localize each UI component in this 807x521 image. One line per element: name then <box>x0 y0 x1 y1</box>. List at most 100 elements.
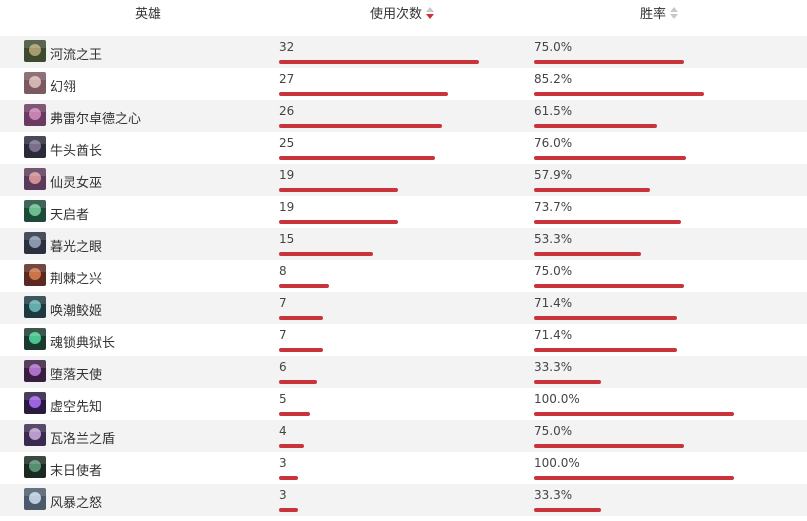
winrate-value: 76.0% <box>534 136 573 150</box>
winrate-value: 57.9% <box>534 168 573 182</box>
table-body: 河流之王 32 75.0% 幻翎 27 85.2% 弗雷尔卓德之心 26 61.5% 牛头酋长 25… <box>0 36 807 516</box>
winrate-value: 33.3% <box>534 360 573 374</box>
header-winrate-label: 胜率 <box>640 7 667 22</box>
table-row[interactable]: 幻翎 27 85.2% <box>0 68 807 100</box>
hero-avatar-icon[interactable] <box>24 456 46 478</box>
hero-name[interactable]: 弗雷尔卓德之心 <box>50 112 142 127</box>
uses-value: 7 <box>279 296 287 310</box>
table-row[interactable]: 魂锁典狱长 7 71.4% <box>0 324 807 356</box>
hero-avatar-icon[interactable] <box>24 392 46 414</box>
winrate-bar <box>534 412 734 416</box>
hero-avatar-icon[interactable] <box>24 72 46 94</box>
winrate-bar <box>534 508 601 512</box>
table-row[interactable]: 暮光之眼 15 53.3% <box>0 228 807 260</box>
winrate-bar <box>534 156 686 160</box>
hero-name[interactable]: 幻翎 <box>50 80 77 95</box>
winrate-value: 71.4% <box>534 296 573 310</box>
hero-name[interactable]: 末日使者 <box>50 464 103 479</box>
sort-icon[interactable] <box>670 6 679 19</box>
row-content: 天启者 19 73.7% <box>18 196 789 228</box>
hero-name[interactable]: 风暴之怒 <box>50 496 103 511</box>
winrate-bar <box>534 476 734 480</box>
uses-value: 15 <box>279 232 295 246</box>
header-uses[interactable]: 使用次数 <box>370 3 435 22</box>
hero-name[interactable]: 暮光之眼 <box>50 240 103 255</box>
table-row[interactable]: 牛头酋长 25 76.0% <box>0 132 807 164</box>
table-row[interactable]: 弗雷尔卓德之心 26 61.5% <box>0 100 807 132</box>
row-content: 风暴之怒 3 33.3% <box>18 484 789 516</box>
table-row[interactable]: 堕落天使 6 33.3% <box>0 356 807 388</box>
row-content: 幻翎 27 85.2% <box>18 68 789 100</box>
winrate-value: 85.2% <box>534 72 573 86</box>
hero-avatar-icon[interactable] <box>24 424 46 446</box>
winrate-value: 33.3% <box>534 488 573 502</box>
winrate-bar <box>534 444 684 448</box>
winrate-bar <box>534 188 650 192</box>
row-content: 河流之王 32 75.0% <box>18 36 789 68</box>
uses-value: 3 <box>279 456 287 470</box>
hero-avatar-icon[interactable] <box>24 328 46 350</box>
hero-name[interactable]: 河流之王 <box>50 48 103 63</box>
winrate-bar <box>534 220 682 224</box>
row-content: 弗雷尔卓德之心 26 61.5% <box>18 100 789 132</box>
hero-avatar-icon[interactable] <box>24 200 46 222</box>
row-content: 牛头酋长 25 76.0% <box>18 132 789 164</box>
hero-name[interactable]: 荆棘之兴 <box>50 272 103 287</box>
uses-bar <box>279 412 311 416</box>
uses-bar <box>279 380 317 384</box>
hero-avatar-icon[interactable] <box>24 104 46 126</box>
uses-value: 3 <box>279 488 287 502</box>
winrate-bar <box>534 92 705 96</box>
hero-avatar-icon[interactable] <box>24 40 46 62</box>
winrate-value: 75.0% <box>534 40 573 54</box>
uses-value: 27 <box>279 72 295 86</box>
row-content: 瓦洛兰之盾 4 75.0% <box>18 420 789 452</box>
winrate-bar <box>534 124 657 128</box>
uses-bar <box>279 444 304 448</box>
hero-name[interactable]: 堕落天使 <box>50 368 103 383</box>
hero-name[interactable]: 瓦洛兰之盾 <box>50 432 116 447</box>
table-row[interactable]: 荆棘之兴 8 75.0% <box>0 260 807 292</box>
hero-name[interactable]: 魂锁典狱长 <box>50 336 116 351</box>
hero-avatar-icon[interactable] <box>24 168 46 190</box>
uses-bar <box>279 220 398 224</box>
hero-name[interactable]: 虚空先知 <box>50 400 103 415</box>
uses-bar <box>279 252 373 256</box>
uses-bar <box>279 188 398 192</box>
hero-name[interactable]: 天启者 <box>50 208 90 223</box>
hero-avatar-icon[interactable] <box>24 232 46 254</box>
hero-avatar-icon[interactable] <box>24 360 46 382</box>
table-row[interactable]: 虚空先知 5 100.0% <box>0 388 807 420</box>
hero-name[interactable]: 仙灵女巫 <box>50 176 103 191</box>
hero-name[interactable]: 唤潮鲛姬 <box>50 304 103 319</box>
hero-name[interactable]: 牛头酋长 <box>50 144 103 159</box>
row-content: 暮光之眼 15 53.3% <box>18 228 789 260</box>
header-winrate[interactable]: 胜率 <box>640 3 679 22</box>
hero-avatar-icon[interactable] <box>24 264 46 286</box>
winrate-value: 61.5% <box>534 104 573 118</box>
table-row[interactable]: 河流之王 32 75.0% <box>0 36 807 68</box>
uses-value: 19 <box>279 200 295 214</box>
row-content: 虚空先知 5 100.0% <box>18 388 789 420</box>
uses-value: 7 <box>279 328 287 342</box>
uses-bar <box>279 92 448 96</box>
header-hero[interactable]: 英雄 <box>135 3 161 22</box>
table-row[interactable]: 风暴之怒 3 33.3% <box>0 484 807 516</box>
sort-desc-icon[interactable] <box>426 6 435 19</box>
winrate-bar <box>534 316 677 320</box>
table-row[interactable]: 瓦洛兰之盾 4 75.0% <box>0 420 807 452</box>
winrate-bar <box>534 380 601 384</box>
uses-value: 25 <box>279 136 295 150</box>
row-content: 末日使者 3 100.0% <box>18 452 789 484</box>
hero-avatar-icon[interactable] <box>24 488 46 510</box>
row-content: 魂锁典狱长 7 71.4% <box>18 324 789 356</box>
table-row[interactable]: 末日使者 3 100.0% <box>0 452 807 484</box>
hero-avatar-icon[interactable] <box>24 136 46 158</box>
table-row[interactable]: 仙灵女巫 19 57.9% <box>0 164 807 196</box>
uses-value: 32 <box>279 40 295 54</box>
table-row[interactable]: 唤潮鲛姬 7 71.4% <box>0 292 807 324</box>
table-row[interactable]: 天启者 19 73.7% <box>0 196 807 228</box>
row-content: 仙灵女巫 19 57.9% <box>18 164 789 196</box>
hero-avatar-icon[interactable] <box>24 296 46 318</box>
